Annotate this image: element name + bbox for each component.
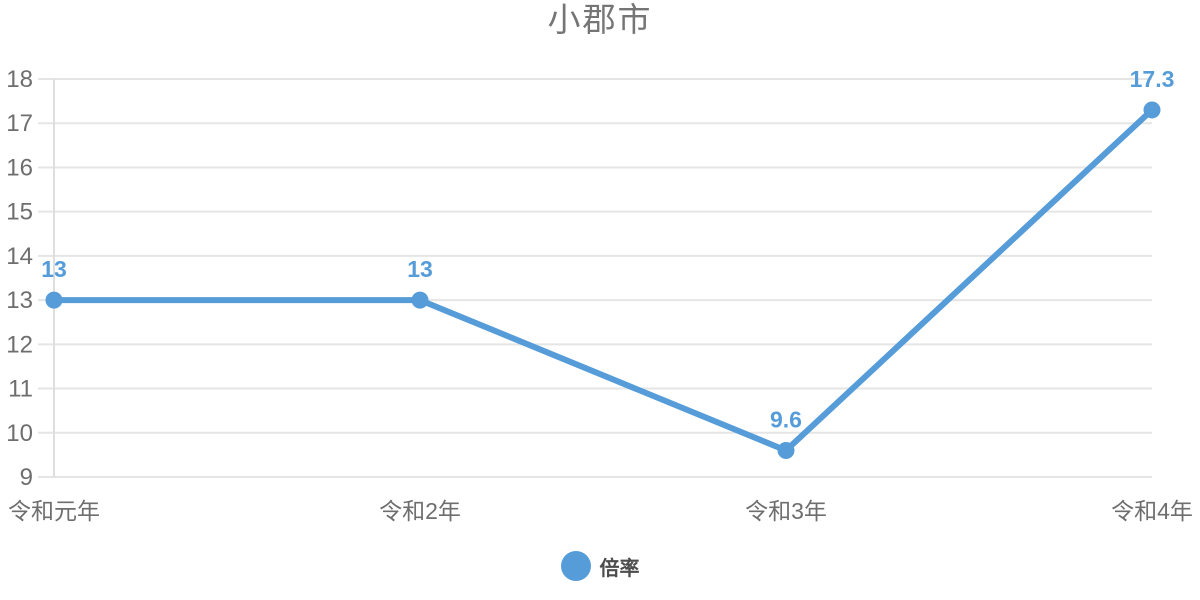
data-point-label: 17.3 — [1130, 66, 1175, 92]
legend-label: 倍率 — [599, 557, 640, 580]
x-axis-label: 令和2年 — [379, 498, 461, 524]
x-axis-label: 令和元年 — [8, 498, 100, 524]
data-point-label: 13 — [41, 256, 67, 282]
y-tick-label: 17 — [6, 110, 33, 137]
data-point-marker[interactable] — [777, 441, 795, 459]
x-axis-label: 令和3年 — [745, 498, 827, 524]
y-tick-label: 10 — [6, 420, 33, 447]
data-point-marker[interactable] — [411, 291, 429, 309]
x-axis-label: 令和4年 — [1111, 498, 1193, 524]
legend-marker-icon — [560, 551, 591, 581]
y-tick-label: 14 — [6, 243, 33, 270]
data-point-marker[interactable] — [45, 291, 63, 309]
series-line — [51, 106, 1155, 454]
legend-item-series[interactable]: 倍率 — [560, 551, 640, 581]
y-tick-label: 15 — [6, 199, 33, 226]
legend: 倍率 — [0, 548, 1200, 584]
y-tick-label: 12 — [6, 331, 33, 358]
plot-area: 9 10 11 12 13 14 15 16 17 18 令和元年 令和2年 令和3年 令和4年 13 13 9… — [6, 66, 1193, 524]
y-tick-label: 9 — [20, 464, 33, 491]
y-tick-label: 18 — [6, 66, 33, 93]
y-tick-label: 16 — [6, 154, 33, 181]
data-point-marker[interactable] — [1143, 101, 1161, 119]
y-tick-label: 13 — [6, 287, 33, 314]
data-point-label: 13 — [407, 256, 433, 282]
data-point-label: 9.6 — [770, 406, 802, 432]
y-tick-label: 11 — [8, 376, 33, 403]
chart-title: 小郡市 — [547, 1, 653, 38]
